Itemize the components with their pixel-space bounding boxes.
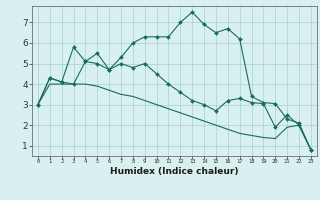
- X-axis label: Humidex (Indice chaleur): Humidex (Indice chaleur): [110, 167, 239, 176]
